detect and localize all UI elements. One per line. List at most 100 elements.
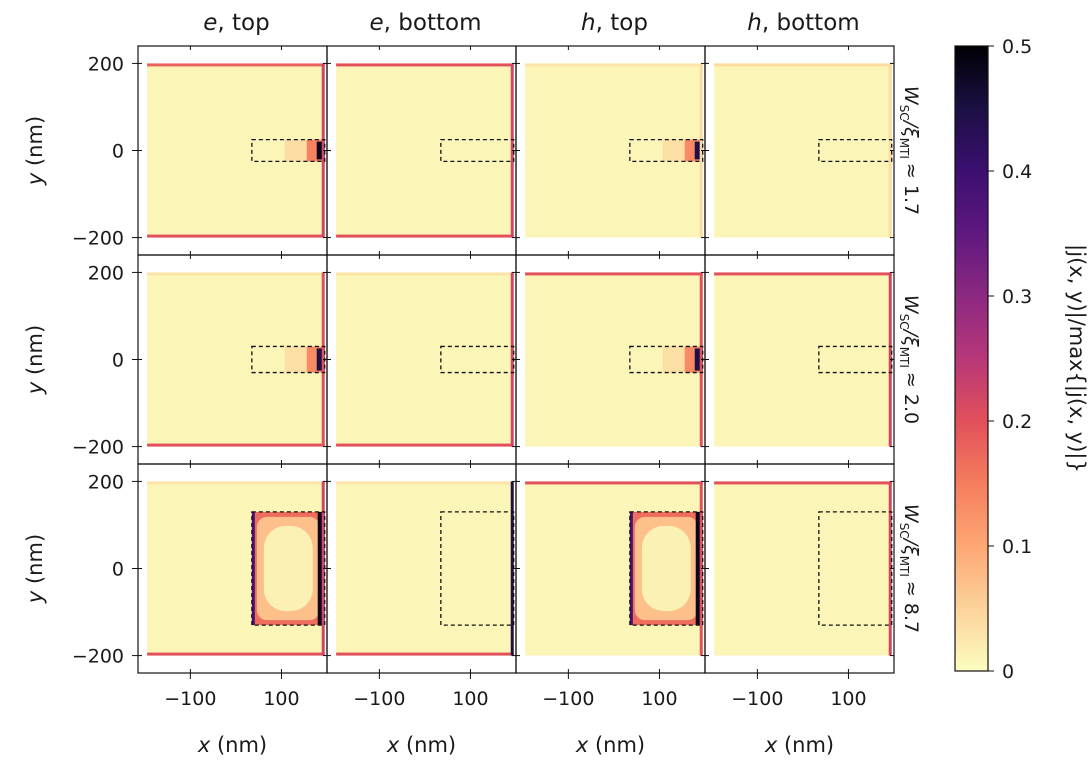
heatmap-panel	[704, 254, 895, 465]
colorbar-tick-label: 0.3	[1002, 286, 1032, 308]
inner-region-outline	[629, 138, 704, 163]
colorbar-bar	[954, 45, 989, 672]
x-axis-label-var: x	[386, 733, 400, 757]
edge-current-top	[714, 272, 892, 276]
ratio-xi-sub: MTI	[897, 138, 911, 159]
sample-region	[714, 272, 892, 447]
heatmap-panel	[704, 463, 895, 674]
y-axis-label-var: y	[23, 172, 47, 186]
inner-region-outline	[440, 138, 515, 163]
ratio-w-sub: SC	[897, 105, 911, 121]
xtick-label: 100	[830, 688, 866, 710]
x-axes: −100 100 x (nm) −100 100 x (nm) −100 100 x (nm) −…	[164, 673, 867, 757]
column-titles: e, top e, bottom h, top h, bottom	[203, 10, 859, 36]
colorbar-tick-label: 0	[1002, 661, 1014, 683]
edge-current-top	[336, 272, 514, 276]
sample-region	[336, 272, 514, 447]
ratio-xi: /ξ	[900, 537, 922, 556]
ratio-w-sub: SC	[897, 314, 911, 330]
heatmap-panel	[326, 254, 517, 465]
inner-current-hotspot	[694, 348, 703, 371]
x-axis-label-unit: (nm)	[588, 733, 645, 757]
colorbar-tick-label: 0.4	[1002, 161, 1032, 183]
ytick-label: 200	[88, 262, 124, 284]
y-axis-label-var: y	[23, 590, 47, 604]
y-axis-label: y (nm)	[23, 325, 47, 395]
x-axis-label-var: x	[764, 733, 778, 757]
ratio-value: ≈ 2.0	[900, 372, 922, 424]
ratio-xi: /ξ	[900, 328, 922, 347]
edge-current-bottom	[147, 652, 325, 656]
ratio-w: W	[900, 504, 922, 524]
column-title: e, bottom	[370, 10, 482, 36]
edge-current-bottom	[147, 443, 325, 447]
ratio-w: W	[900, 86, 922, 106]
heatmap-panel	[137, 254, 328, 465]
heatmap-panel	[515, 45, 706, 256]
ratio-value: ≈ 1.7	[900, 163, 922, 215]
x-axis-label: x (nm)	[575, 733, 645, 757]
x-axis-label-unit: (nm)	[399, 733, 456, 757]
xtick-label: −100	[164, 688, 216, 710]
inner-current-edge	[317, 511, 325, 626]
inner-current-edge	[629, 511, 633, 626]
column-title-label: , bottom	[384, 10, 482, 36]
ratio-value: ≈ 8.7	[900, 581, 922, 633]
ratio-xi: /ξ	[900, 119, 922, 138]
column-title-label: , top	[217, 10, 269, 36]
x-axis-label-var: x	[575, 733, 589, 757]
inner-current-core	[641, 525, 691, 612]
column-title-carrier: e	[370, 10, 384, 36]
colorbar-tick-label: 0.1	[1002, 536, 1032, 558]
ytick-label: 0	[112, 141, 124, 163]
ytick-label: −200	[72, 228, 124, 250]
colorbar-tick-label: 0.2	[1002, 411, 1032, 433]
inner-region-outline	[818, 138, 893, 163]
sample-region	[336, 63, 514, 238]
edge-current-top	[147, 63, 325, 67]
y-axis-label: y (nm)	[23, 116, 47, 186]
xtick-label: −100	[542, 688, 594, 710]
ytick-label: 200	[88, 53, 124, 75]
xtick-label: 100	[641, 688, 677, 710]
inner-current-hotspot	[316, 141, 325, 160]
y-axis-label-unit: (nm)	[23, 116, 47, 173]
y-axis-label-unit: (nm)	[23, 534, 47, 591]
inner-current-core	[263, 525, 313, 612]
row-ratio-label: WSC/ξMTI ≈ 8.7	[897, 504, 922, 633]
column-title-label: , bottom	[762, 10, 860, 36]
edge-current-top	[714, 481, 892, 485]
column-title: e, top	[203, 10, 269, 36]
colorbar: 0 0.1 0.2 0.3 0.4 0.5 |j(x, y)|/max{|j(x, y)|}	[954, 36, 1089, 683]
y-axis-label: y (nm)	[23, 534, 47, 604]
edge-current-top	[525, 481, 703, 485]
heatmap-panel	[326, 463, 517, 674]
x-axis-label-var: x	[197, 733, 211, 757]
ytick-label: −200	[72, 646, 124, 668]
ratio-w-sub: SC	[897, 523, 911, 539]
ytick-label: −200	[72, 437, 124, 459]
column-title-carrier: h	[747, 10, 762, 36]
inner-region-outline	[251, 138, 326, 163]
edge-current-top	[147, 481, 325, 485]
column-title: h, bottom	[747, 10, 859, 36]
ytick-label: 0	[112, 350, 124, 372]
inner-current-hotspot	[316, 348, 325, 371]
column-title-carrier: e	[203, 10, 217, 36]
inner-current-edge	[251, 511, 255, 626]
column-title-carrier: h	[581, 10, 596, 36]
heatmap-panel	[137, 45, 328, 256]
sample-region	[714, 481, 892, 656]
xtick-label: −100	[731, 688, 783, 710]
heatmap-panel	[704, 45, 895, 256]
heatmap-panel	[326, 45, 517, 256]
colorbar-tick-label: 0.5	[1002, 36, 1032, 58]
y-axis-label-var: y	[23, 381, 47, 395]
edge-current-bottom	[336, 443, 514, 447]
ratio-w: W	[900, 295, 922, 315]
edge-current-bottom	[336, 234, 514, 238]
y-axes: 200 0 −200 y (nm) 200 0 −200 y (nm) 200 0 −200 y (n…	[23, 53, 138, 668]
inner-current-hotspot	[694, 141, 703, 160]
x-axis-label-unit: (nm)	[210, 733, 267, 757]
